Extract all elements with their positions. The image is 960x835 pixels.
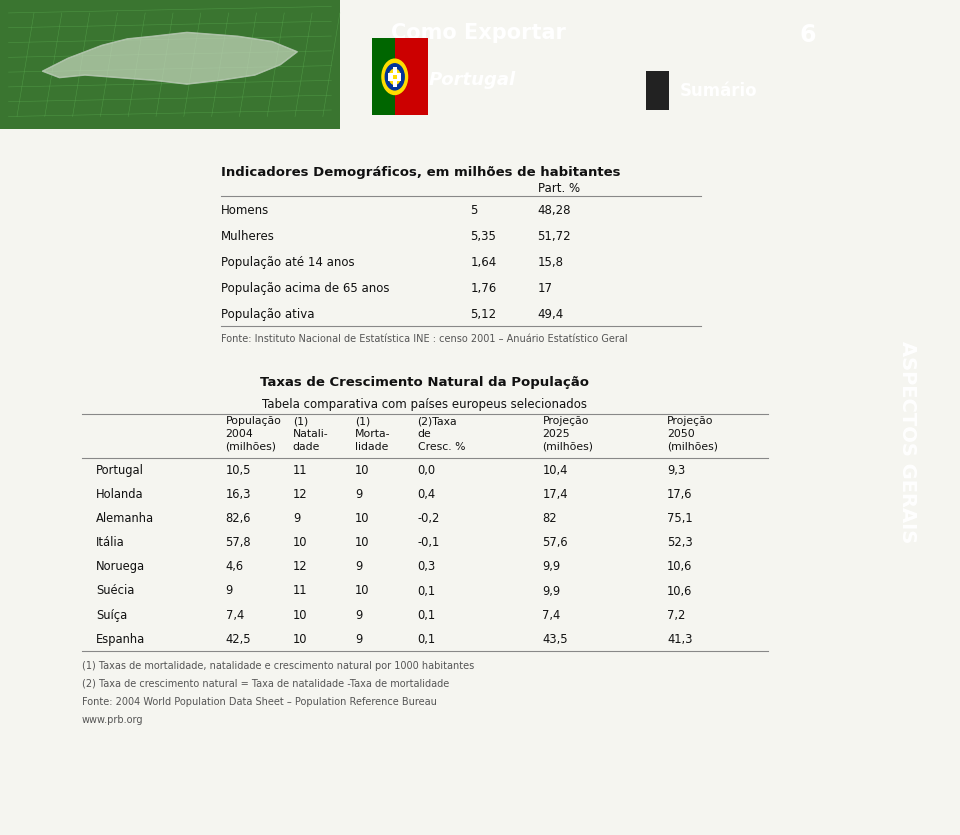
- Text: 10: 10: [293, 536, 307, 549]
- Text: Tabela comparativa com países europeus selecionados: Tabela comparativa com países europeus s…: [262, 398, 587, 411]
- Text: 52,3: 52,3: [667, 536, 693, 549]
- Text: -0,1: -0,1: [418, 536, 440, 549]
- Text: 57,8: 57,8: [226, 536, 252, 549]
- Bar: [0, 0, 340, 129]
- Text: Portugal: Portugal: [429, 71, 516, 89]
- Text: 11: 11: [293, 584, 307, 598]
- Text: 41,3: 41,3: [667, 633, 693, 645]
- Text: 9,3: 9,3: [667, 464, 685, 478]
- Text: 7,4: 7,4: [226, 609, 244, 621]
- Text: 17,4: 17,4: [542, 488, 568, 501]
- Text: 10,6: 10,6: [667, 560, 692, 574]
- Text: 49,4: 49,4: [538, 308, 564, 321]
- Text: 75,1: 75,1: [667, 513, 693, 525]
- Text: 82: 82: [542, 513, 557, 525]
- Text: 17: 17: [538, 281, 553, 295]
- Text: 17,6: 17,6: [667, 488, 693, 501]
- Text: 82,6: 82,6: [226, 513, 252, 525]
- Text: 0,3: 0,3: [418, 560, 436, 574]
- Text: 10: 10: [293, 633, 307, 645]
- Bar: [388, 73, 393, 81]
- Text: População até 14 anos: População até 14 anos: [221, 256, 354, 269]
- Text: Projeção
2050
(milhões): Projeção 2050 (milhões): [667, 416, 718, 452]
- Text: 0,0: 0,0: [418, 464, 436, 478]
- Text: (1) Taxas de mortalidade, natalidade e crescimento natural por 1000 habitantes: (1) Taxas de mortalidade, natalidade e c…: [82, 660, 474, 671]
- Text: 7,4: 7,4: [542, 609, 561, 621]
- Circle shape: [382, 59, 408, 94]
- Text: 57,6: 57,6: [542, 536, 568, 549]
- Text: Suíça: Suíça: [96, 609, 128, 621]
- Text: Portugal: Portugal: [96, 464, 144, 478]
- Text: 5: 5: [470, 204, 478, 216]
- Text: 6: 6: [799, 23, 816, 48]
- Text: 9: 9: [355, 488, 363, 501]
- Text: 15,8: 15,8: [538, 256, 564, 269]
- Text: (1)
Natali-
dade: (1) Natali- dade: [293, 416, 328, 452]
- Text: 5,35: 5,35: [470, 230, 496, 243]
- Text: 1,64: 1,64: [470, 256, 496, 269]
- Text: 9: 9: [355, 560, 363, 574]
- Text: 10: 10: [355, 584, 370, 598]
- Text: 16,3: 16,3: [226, 488, 252, 501]
- Text: Taxas de Crescimento Natural da População: Taxas de Crescimento Natural da Populaçã…: [260, 376, 588, 389]
- Text: 10,4: 10,4: [542, 464, 567, 478]
- Text: www.prb.org: www.prb.org: [82, 715, 143, 725]
- Text: 0,1: 0,1: [418, 633, 436, 645]
- Text: População acima de 65 anos: População acima de 65 anos: [221, 281, 390, 295]
- Text: 1,76: 1,76: [470, 281, 496, 295]
- Text: Holanda: Holanda: [96, 488, 144, 501]
- Text: (1)
Morta-
lidade: (1) Morta- lidade: [355, 416, 391, 452]
- Text: 0,4: 0,4: [418, 488, 436, 501]
- Text: 10,5: 10,5: [226, 464, 252, 478]
- Text: -0,2: -0,2: [418, 513, 440, 525]
- Text: Sumário: Sumário: [680, 82, 757, 99]
- Text: 10: 10: [293, 609, 307, 621]
- Text: 48,28: 48,28: [538, 204, 571, 216]
- Text: População
2004
(milhões): População 2004 (milhões): [226, 416, 281, 452]
- Text: 10: 10: [355, 464, 370, 478]
- Text: 9: 9: [355, 609, 363, 621]
- Bar: [393, 67, 397, 74]
- Text: 9: 9: [226, 584, 233, 598]
- Text: 4,6: 4,6: [226, 560, 244, 574]
- Text: 43,5: 43,5: [542, 633, 568, 645]
- Text: Part. %: Part. %: [538, 182, 580, 195]
- Text: 9: 9: [355, 633, 363, 645]
- Bar: [372, 38, 395, 115]
- Polygon shape: [42, 33, 298, 84]
- Text: 10: 10: [355, 513, 370, 525]
- Text: Fonte: 2004 World Population Data Sheet – Population Reference Bureau: Fonte: 2004 World Population Data Sheet …: [82, 696, 437, 706]
- Bar: [393, 79, 397, 87]
- Text: 42,5: 42,5: [226, 633, 252, 645]
- Bar: [397, 73, 401, 81]
- Text: (2)Taxa
de
Cresc. %: (2)Taxa de Cresc. %: [418, 416, 465, 452]
- Text: 5,12: 5,12: [470, 308, 496, 321]
- Text: Projeção
2025
(milhões): Projeção 2025 (milhões): [542, 416, 593, 452]
- Text: Mulheres: Mulheres: [221, 230, 275, 243]
- Text: (2) Taxa de crescimento natural = Taxa de natalidade -Taxa de mortalidade: (2) Taxa de crescimento natural = Taxa d…: [82, 679, 449, 689]
- Text: Fonte: Instituto Nacional de Estatística INE : censo 2001 – Anuário Estatístico : Fonte: Instituto Nacional de Estatística…: [221, 334, 628, 344]
- Text: 11: 11: [293, 464, 307, 478]
- Text: ASPECTOS GERAIS: ASPECTOS GERAIS: [898, 342, 917, 544]
- Text: 9,9: 9,9: [542, 584, 561, 598]
- Text: 51,72: 51,72: [538, 230, 571, 243]
- Text: Espanha: Espanha: [96, 633, 145, 645]
- Text: Suécia: Suécia: [96, 584, 134, 598]
- Text: População ativa: População ativa: [221, 308, 314, 321]
- Text: Homens: Homens: [221, 204, 269, 216]
- Text: 9: 9: [293, 513, 300, 525]
- Text: Indicadores Demográficos, em milhões de habitantes: Indicadores Demográficos, em milhões de …: [221, 165, 620, 179]
- Text: 12: 12: [293, 488, 307, 501]
- Text: Itália: Itália: [96, 536, 125, 549]
- Text: Alemanha: Alemanha: [96, 513, 155, 525]
- Text: Noruega: Noruega: [96, 560, 145, 574]
- Circle shape: [385, 63, 404, 90]
- Text: 0,1: 0,1: [418, 584, 436, 598]
- Text: 0,1: 0,1: [418, 609, 436, 621]
- Text: 9,9: 9,9: [542, 560, 561, 574]
- Text: Como Exportar: Como Exportar: [391, 23, 565, 43]
- Circle shape: [389, 69, 400, 84]
- Text: 10: 10: [355, 536, 370, 549]
- Bar: [646, 71, 669, 110]
- Text: 12: 12: [293, 560, 307, 574]
